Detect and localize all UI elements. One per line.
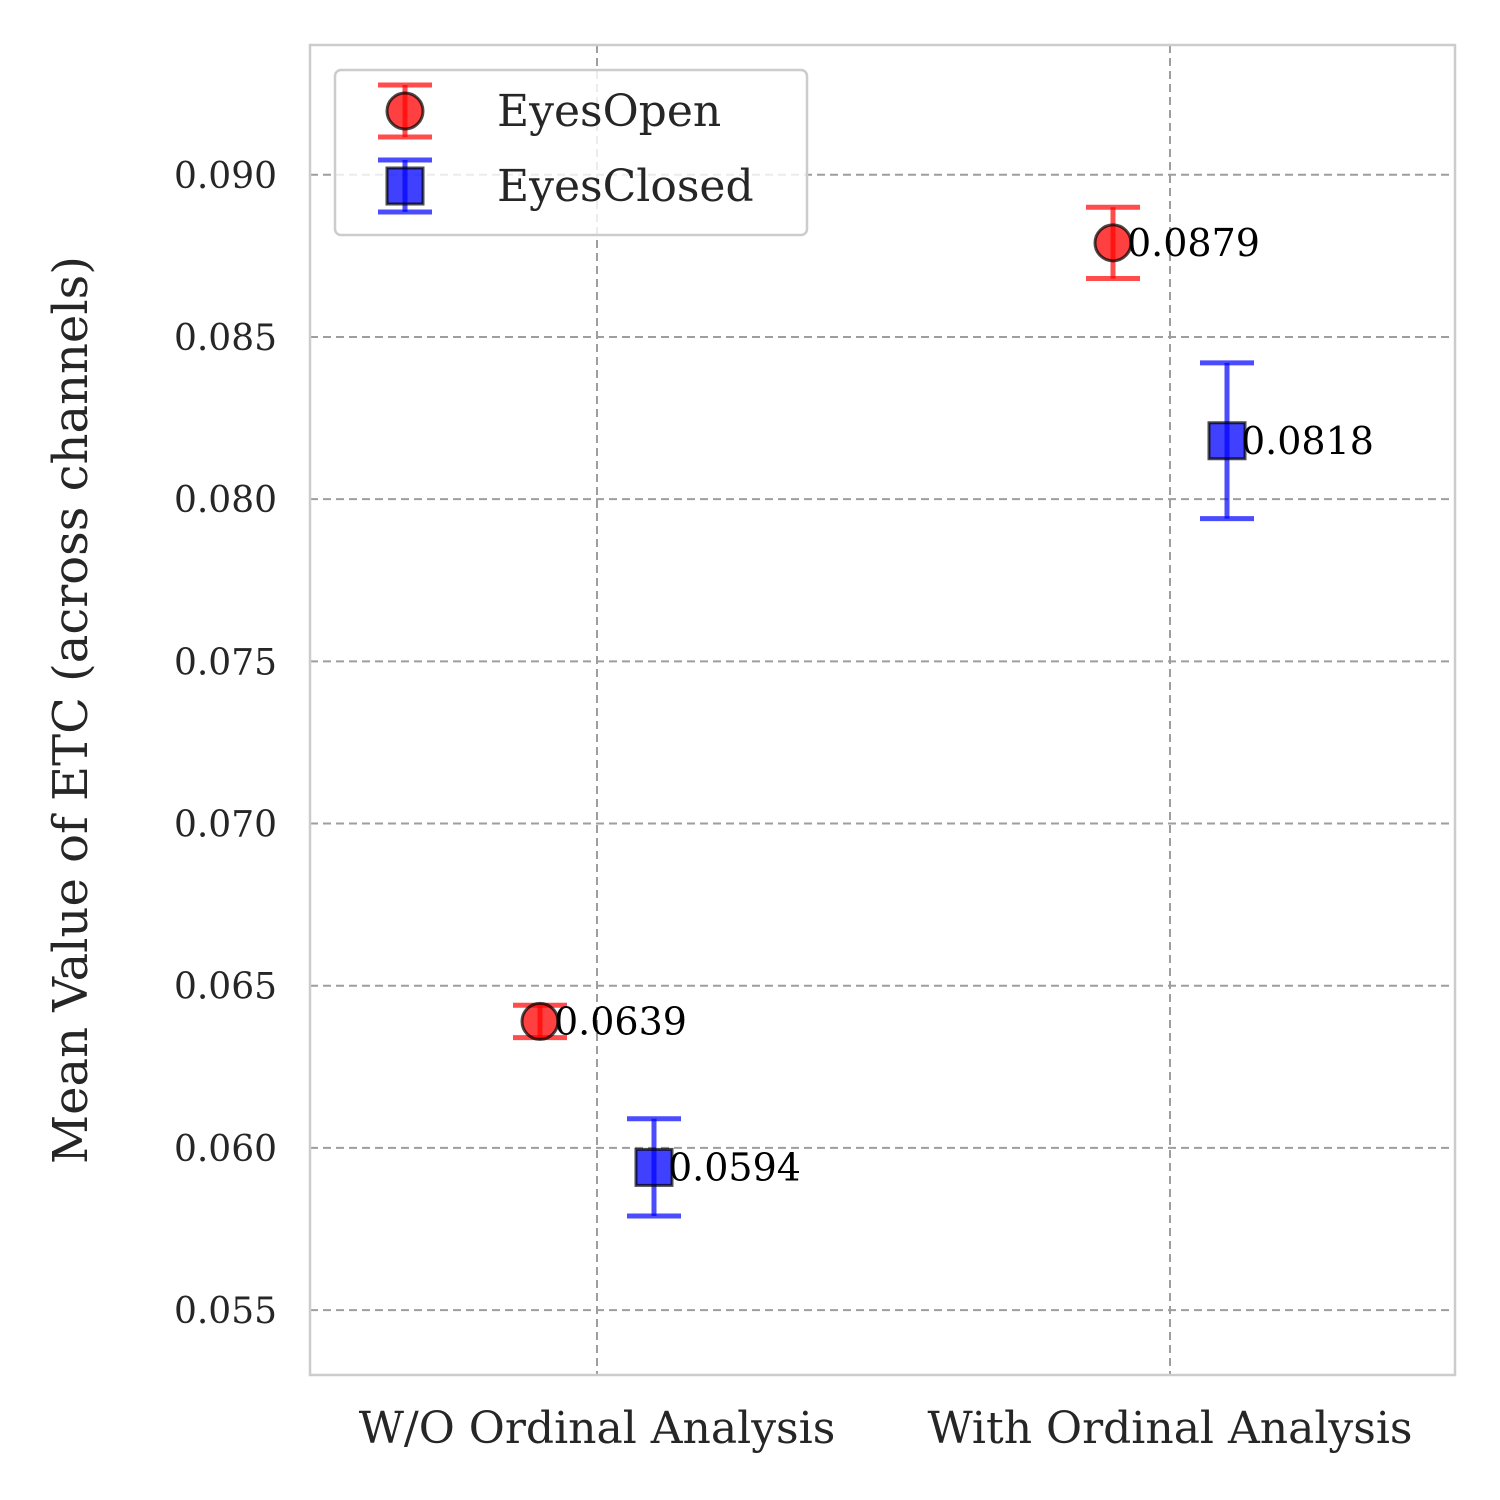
- data-point-circle: [520, 1001, 560, 1041]
- data-label: 0.0594: [668, 1145, 801, 1189]
- x-tick-label: W/O Ordinal Analysis: [359, 1403, 836, 1454]
- y-tick-label: 0.090: [174, 156, 277, 197]
- data-series: 0.0639 0.0879 0.0594 0.0818: [513, 204, 1374, 1219]
- data-label: 0.0818: [1241, 419, 1374, 463]
- legend-item-eyesopen: EyesOpen: [378, 82, 721, 140]
- y-tick-label: 0.085: [174, 318, 277, 359]
- legend-box: [333, 68, 809, 237]
- legend-marker-square: [385, 166, 425, 206]
- y-axis-ticks: 0.055 0.060 0.065 0.070 0.075 0.080 0.085 0.090: [174, 156, 277, 1332]
- series-eyesclosed: 0.0594 0.0818: [627, 360, 1374, 1219]
- plot-frame: [308, 43, 1457, 1377]
- legend-items: EyesOpen EyesClosed: [378, 82, 754, 215]
- y-tick-label: 0.070: [174, 805, 277, 846]
- y-tick-label: 0.080: [174, 480, 277, 521]
- x-axis-ticks: W/O Ordinal Analysis With Ordinal Analysi…: [359, 1403, 1413, 1454]
- legend: EyesOpen EyesClosed: [333, 68, 809, 237]
- legend-item-eyesclosed: EyesClosed: [378, 157, 754, 215]
- data-point-square: [1207, 421, 1247, 461]
- y-tick-label: 0.055: [174, 1291, 277, 1332]
- data-label: 0.0879: [1127, 221, 1260, 265]
- data-point-square: [634, 1147, 674, 1187]
- legend-label: EyesClosed: [497, 161, 754, 212]
- data-label: 0.0639: [554, 999, 687, 1043]
- series-eyesopen: 0.0639 0.0879: [513, 204, 1260, 1043]
- legend-marker-circle: [385, 91, 425, 131]
- y-tick-label: 0.060: [174, 1129, 277, 1170]
- x-tick-label: With Ordinal Analysis: [927, 1403, 1412, 1454]
- grid-lines: [310, 45, 1455, 1375]
- y-tick-label: 0.075: [174, 642, 277, 683]
- y-tick-label: 0.065: [174, 967, 277, 1008]
- data-point-circle: [1093, 223, 1133, 263]
- legend-label: EyesOpen: [497, 86, 721, 137]
- y-axis-label: Mean Value of ETC (across channels): [43, 256, 99, 1164]
